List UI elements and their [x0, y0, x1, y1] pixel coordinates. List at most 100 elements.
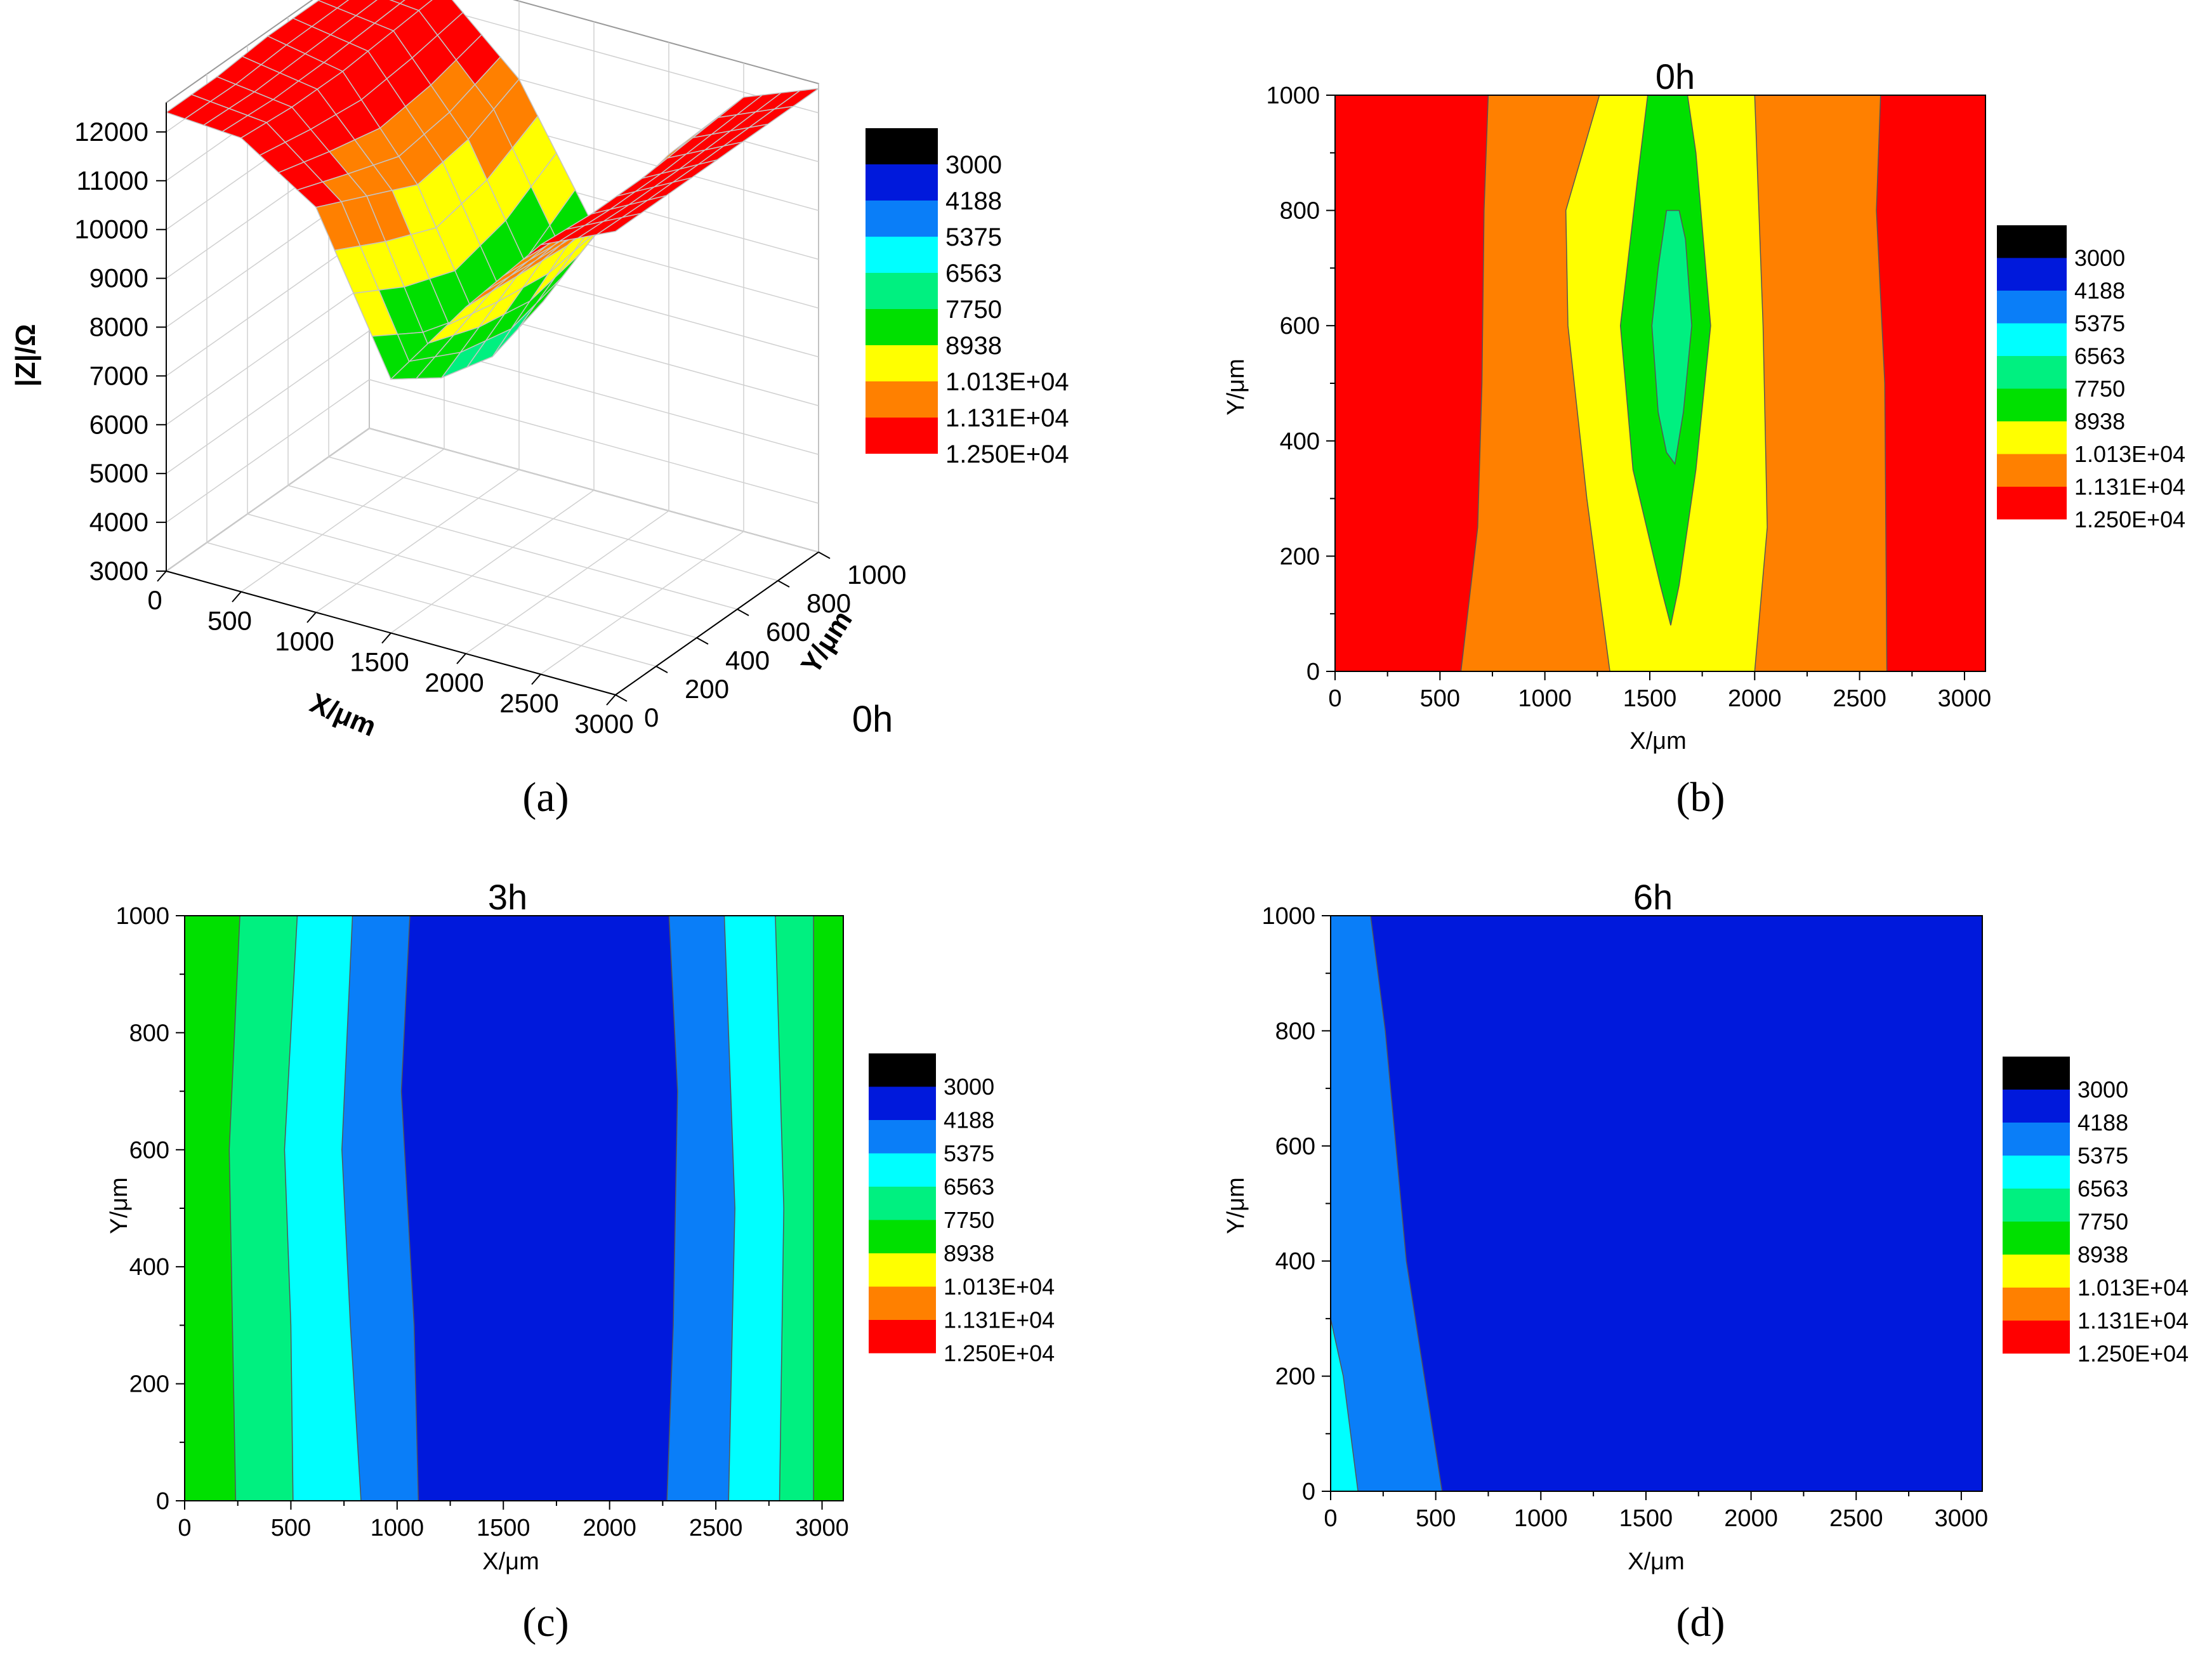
z-tick-label: 4000 [89, 507, 148, 537]
y-tick-label: 800 [1275, 1018, 1315, 1045]
legend-swatch [2003, 1057, 2070, 1090]
x-tick-label: 2500 [1829, 1505, 1883, 1532]
legend-swatch [1997, 356, 2067, 389]
panel-d-contour-chart: 6h 0 500 1000 1500 2000 2500 3000 0 200 400 600 800… [1223, 877, 2189, 1645]
y-tick-label: 400 [1275, 1248, 1315, 1275]
x-tick-label: 0 [1328, 685, 1341, 712]
legend-swatch [866, 345, 938, 381]
x-tick-label: 1000 [1518, 685, 1572, 712]
contour-plot [1330, 915, 1983, 1492]
x-tick [381, 632, 392, 644]
chart-title: 3h [488, 877, 527, 917]
x-tick-label: 1500 [350, 647, 409, 677]
legend-label: 1.250E+04 [945, 440, 1069, 468]
legend-label: 5375 [945, 223, 1002, 251]
x-tick [157, 570, 167, 582]
y-axis-line [615, 551, 819, 696]
legend-swatch [1997, 323, 2067, 356]
legend-label: 1.250E+04 [944, 1340, 1055, 1366]
legend-label: 1.131E+04 [2077, 1308, 2189, 1334]
legend-swatch [1997, 225, 2067, 258]
color-legend: 3000 4188 5375 6563 7750 8938 1.013E+04 1.131E+… [2003, 1057, 2189, 1367]
x-tick-label: 2000 [1728, 685, 1782, 712]
legend-label: 6563 [2077, 1176, 2128, 1202]
legend-label: 7750 [2077, 1209, 2128, 1235]
x-tick-label: 1000 [275, 626, 334, 656]
chart-title: 6h [1633, 877, 1673, 917]
x-tick-label: 1500 [1623, 685, 1677, 712]
y-tick-label: 1000 [1261, 903, 1315, 930]
contour-axes: 0 500 1000 1500 2000 2500 3000 0 200 400 600 800 100… [115, 903, 848, 1541]
y-tick-label: 0 [156, 1488, 169, 1515]
surface-3d-mesh [165, 0, 819, 380]
y-tick-label: 0 [1302, 1479, 1315, 1505]
y-tick [655, 666, 668, 673]
legend-swatch [2003, 1189, 2070, 1222]
x-tick [232, 591, 242, 603]
legend-swatch [2003, 1090, 2070, 1123]
y-tick-label: 200 [1280, 543, 1320, 570]
color-legend: 3000 4188 5375 6563 7750 8938 1.013E+04 1.131E+… [869, 1053, 1055, 1366]
panel-caption: (c) [522, 1599, 569, 1645]
y-axis-label: Y/μm [1223, 1177, 1249, 1234]
legend-label: 3000 [2074, 245, 2125, 271]
legend-swatch [869, 1153, 936, 1187]
y-tick-label: 400 [129, 1254, 169, 1281]
y-tick [615, 694, 628, 702]
legend-swatch [2003, 1255, 2070, 1288]
legend-swatch [2003, 1156, 2070, 1189]
legend-swatch [869, 1286, 936, 1320]
x-tick-label: 3000 [795, 1515, 849, 1541]
x-tick [456, 653, 466, 664]
z-tick-label: 11000 [76, 166, 148, 195]
legend-label: 1.013E+04 [2077, 1275, 2189, 1301]
surface-cell [596, 213, 642, 235]
x-axis-label: X/μm [482, 1548, 539, 1575]
panel-caption: (d) [1676, 1599, 1725, 1645]
y-axis-label: Y/μm [1223, 359, 1249, 415]
x-axis-label: X/μm [1629, 728, 1686, 755]
x-tick-label: 0 [178, 1515, 191, 1541]
contour-plot [1334, 95, 1986, 672]
legend-label: 7750 [2074, 376, 2125, 402]
y-tick-label: 600 [766, 617, 810, 647]
z-tick-label: 6000 [89, 409, 148, 439]
y-tick-label: 600 [1280, 313, 1320, 340]
legend-swatch [1997, 291, 2067, 324]
legend-swatch [869, 1220, 936, 1253]
contour-axes: 0 500 1000 1500 2000 2500 3000 0 200 400 600 800 100… [1261, 903, 1988, 1532]
contour-region [400, 915, 678, 1501]
z-tick-label: 3000 [89, 556, 148, 586]
legend-swatch [1997, 454, 2067, 487]
legend-label: 8938 [2077, 1242, 2128, 1268]
chart-title: 0h [852, 699, 893, 740]
contour-axes: 0 500 1000 1500 2000 2500 3000 0 200 400 600 800 100… [1266, 82, 1991, 712]
legend-swatch [1997, 258, 2067, 291]
surface-3d-axes: 3000400050006000700080009000100001100012… [74, 102, 906, 739]
contour-plot [184, 915, 844, 1501]
panel-caption: (b) [1676, 774, 1725, 821]
legend-label: 1.131E+04 [944, 1307, 1055, 1333]
z-tick-label: 12000 [74, 117, 148, 147]
y-gridline [206, 74, 657, 667]
legend-label: 6563 [944, 1174, 994, 1200]
contour-region [1651, 209, 1692, 465]
legend-label: 5375 [944, 1140, 994, 1166]
legend-swatch [866, 309, 938, 345]
legend-label: 1.131E+04 [2074, 474, 2185, 500]
legend-label: 3000 [945, 151, 1002, 179]
legend-label: 8938 [944, 1241, 994, 1267]
legend-swatch [2003, 1123, 2070, 1156]
panel-c-contour-chart: 3h 0 500 1000 1500 2000 2500 3000 0 200 400 600 800… [106, 877, 1055, 1645]
x-tick-label: 2000 [1724, 1505, 1778, 1532]
legend-swatch [866, 237, 938, 273]
legend-label: 1.131E+04 [945, 404, 1069, 432]
y-tick-label: 400 [1280, 428, 1320, 455]
legend-label: 1.013E+04 [944, 1274, 1055, 1300]
legend-label: 1.013E+04 [2074, 441, 2185, 467]
x-tick-label: 1500 [1619, 1505, 1673, 1532]
y-tick-label: 800 [1280, 198, 1320, 225]
x-tick-label: 1500 [477, 1515, 530, 1541]
legend-label: 4188 [2077, 1110, 2128, 1136]
y-gridline [247, 45, 697, 638]
